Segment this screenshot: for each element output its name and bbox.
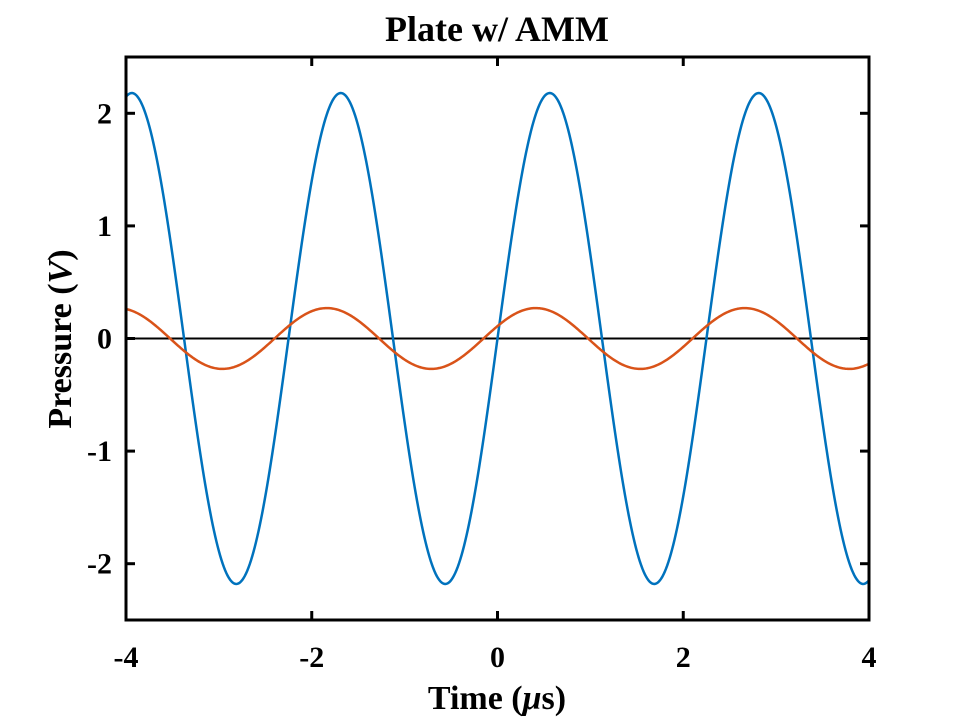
plot-area <box>125 91 870 586</box>
y-tick-label: 2 <box>97 97 112 130</box>
x-tick-label: -4 <box>114 641 139 674</box>
y-axis-label: Pressure (V) <box>42 249 79 428</box>
x-tick-label: 2 <box>676 641 691 674</box>
y-tick-label: -2 <box>87 548 112 581</box>
series-line-2 <box>125 306 870 371</box>
x-tick-label: 0 <box>490 641 505 674</box>
y-tick-label: 1 <box>97 210 112 243</box>
series-line-1 <box>125 91 870 586</box>
x-tick-label: -2 <box>299 641 324 674</box>
axis-ticks <box>124 57 871 620</box>
axis-tick-labels: -4 -2 0 2 4 -2 -1 0 1 2 <box>87 97 877 674</box>
x-axis-label: Time (μs) <box>428 680 566 717</box>
y-tick-label: -1 <box>87 435 112 468</box>
y-tick-label: 0 <box>97 323 112 356</box>
chart-title: Plate w/ AMM <box>385 9 609 49</box>
x-tick-label: 4 <box>862 641 877 674</box>
